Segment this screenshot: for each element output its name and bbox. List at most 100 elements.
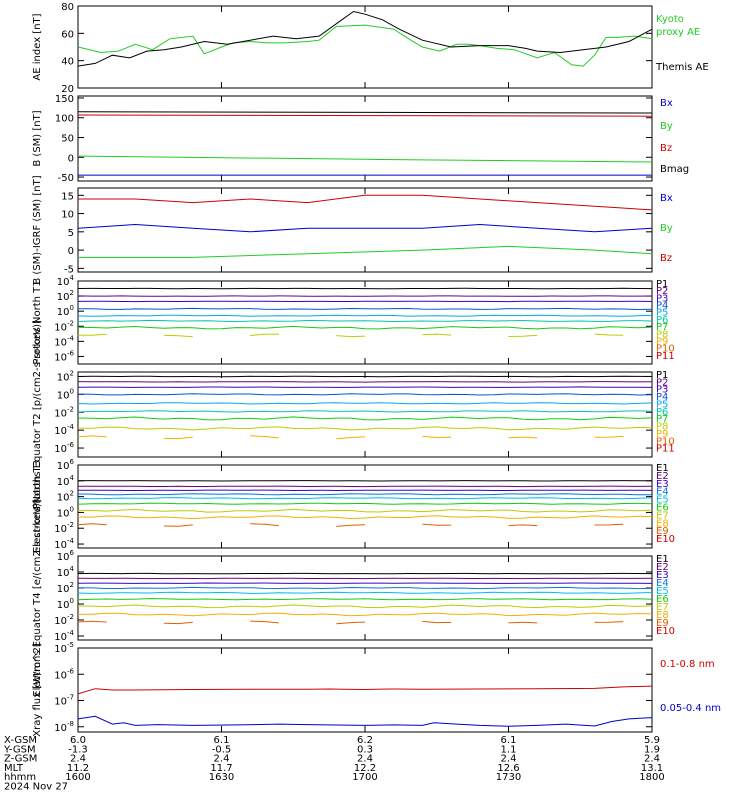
series-line-kyoto-proxy-ae <box>77 24 653 67</box>
footer-value: 1.1 <box>501 744 517 755</box>
series-line-bz <box>78 194 653 211</box>
channel-trace-E4 <box>77 586 653 590</box>
footer-label-z-gsm: Z-GSM <box>4 754 37 765</box>
channel-trace-P3 <box>77 386 653 388</box>
channel-trace-P6 <box>77 319 653 323</box>
channel-label-P2: P2 <box>656 377 668 388</box>
legend-bdiff-0: Bx <box>660 193 673 204</box>
channel-label-P9: P9 <box>656 336 668 347</box>
footer-value: 1800 <box>639 772 664 783</box>
y-tick-label: 20 <box>61 84 74 95</box>
legend-bsm-3: Bmag <box>660 164 689 175</box>
y-tick-label: 10-4 <box>54 423 74 437</box>
footer-value: 12.6 <box>497 763 519 774</box>
legend-bsm-0: Bx <box>660 98 673 109</box>
y-tick-label: 50 <box>61 134 74 145</box>
channel-trace-E9 <box>594 621 624 623</box>
y-tick-label: 15 <box>61 191 74 202</box>
channel-trace-P6 <box>77 410 653 413</box>
channel-trace-E9 <box>336 524 366 527</box>
y-tick-label: 104 <box>57 565 75 579</box>
footer-value: 0.3 <box>357 744 373 755</box>
panel-bsm: B (SM) [nT] <box>32 95 653 182</box>
series-line-themis-ae <box>77 10 653 67</box>
channel-trace-P8 <box>77 333 107 336</box>
channel-trace-P7 <box>77 325 653 330</box>
channel-label-E4: E4 <box>656 578 669 589</box>
channel-label-E6: E6 <box>656 594 669 605</box>
footer-value: 2.4 <box>214 754 230 765</box>
channel-label-P6: P6 <box>656 407 668 418</box>
channel-label-P3: P3 <box>656 385 668 396</box>
y-tick-label: 10-2 <box>54 405 74 419</box>
footer-value: 2.4 <box>70 754 86 765</box>
panel-frame <box>77 555 653 641</box>
y-axis-label: Electrons Equator T4 [e/(cm2-s-sr-keV)] <box>32 499 43 696</box>
channel-trace-P8 <box>250 333 279 336</box>
channel-trace-E9 <box>164 621 193 625</box>
channel-label-P1: P1 <box>656 279 668 290</box>
channel-trace-P9 <box>77 435 107 438</box>
series-line-bz <box>77 114 653 117</box>
y-tick-label: 100 <box>57 387 74 401</box>
channel-trace-E9 <box>250 523 279 527</box>
channel-label-P7: P7 <box>656 322 668 333</box>
channel-trace-E9 <box>250 620 279 624</box>
panel-bdiff: B (SM)-IGRF (SM) [nT] <box>32 175 653 285</box>
y-tick-label: 104 <box>57 274 75 288</box>
footer-value: 6.0 <box>70 735 86 746</box>
channel-trace-E9 <box>508 621 538 624</box>
footer-label-hhmm: hhmm <box>4 772 36 783</box>
channel-label-E2: E2 <box>656 562 669 573</box>
channel-label-E5: E5 <box>656 495 669 506</box>
series-line-0-1-0-8-nm <box>77 685 653 695</box>
y-tick-label: 0 <box>68 246 74 257</box>
legend-ae-2: Themis AE <box>655 62 709 73</box>
y-tick-label: 60 <box>61 29 74 40</box>
y-tick-label: 104 <box>57 474 75 488</box>
footer-value: 6.1 <box>214 735 230 746</box>
channel-trace-P8 <box>77 426 653 431</box>
y-tick-label: 10-6 <box>54 349 74 363</box>
channel-trace-E5 <box>77 497 653 500</box>
y-tick-label: 102 <box>57 490 74 504</box>
y-tick-label: 10-6 <box>54 441 74 455</box>
channel-trace-P8 <box>594 333 624 336</box>
footer-label-x-gsm: X-GSM <box>4 735 37 746</box>
panel-pe2: Protons Equator T2 [p/(cm2-s-sr-keV)] P1P… <box>32 320 675 509</box>
y-axis-label: Electrons North T3 <box>32 460 43 553</box>
channel-label-E2: E2 <box>656 471 669 482</box>
footer-value: 1600 <box>65 772 90 783</box>
y-tick-label: 10 <box>61 210 74 221</box>
channel-label-E4: E4 <box>656 487 669 498</box>
channel-trace-P5 <box>77 314 653 317</box>
channel-label-E3: E3 <box>656 570 669 581</box>
channel-label-P5: P5 <box>656 399 668 410</box>
y-tick-label: 10-2 <box>54 521 74 535</box>
y-tick-label: 0 <box>68 153 74 164</box>
series-line-bmag <box>77 111 653 114</box>
channel-label-P10: P10 <box>656 344 675 355</box>
y-tick-label: 10-4 <box>54 334 74 348</box>
y-tick-label: -50 <box>58 173 74 184</box>
footer-date: 2024 Nov 27 <box>4 782 68 793</box>
panel-frame <box>77 280 653 365</box>
channel-trace-E8 <box>77 612 653 617</box>
channel-label-P8: P8 <box>656 422 668 433</box>
channel-trace-E9 <box>594 523 624 526</box>
channel-trace-P8 <box>336 335 366 338</box>
channel-label-E3: E3 <box>656 479 669 490</box>
channel-trace-P4 <box>77 393 653 396</box>
channel-label-P11: P11 <box>656 351 675 362</box>
y-tick-label: 80 <box>61 2 74 13</box>
footer-value: 1630 <box>209 772 234 783</box>
footer-value: 11.7 <box>210 763 232 774</box>
footer-value: 1730 <box>496 772 521 783</box>
channel-label-P9: P9 <box>656 429 668 440</box>
channel-label-P1: P1 <box>656 370 668 381</box>
footer-value: -1.3 <box>68 744 88 755</box>
channel-trace-P5 <box>77 402 653 405</box>
legend-bsm-1: By <box>660 121 673 132</box>
footer-value: 6.2 <box>357 735 373 746</box>
channel-label-E8: E8 <box>656 518 669 529</box>
